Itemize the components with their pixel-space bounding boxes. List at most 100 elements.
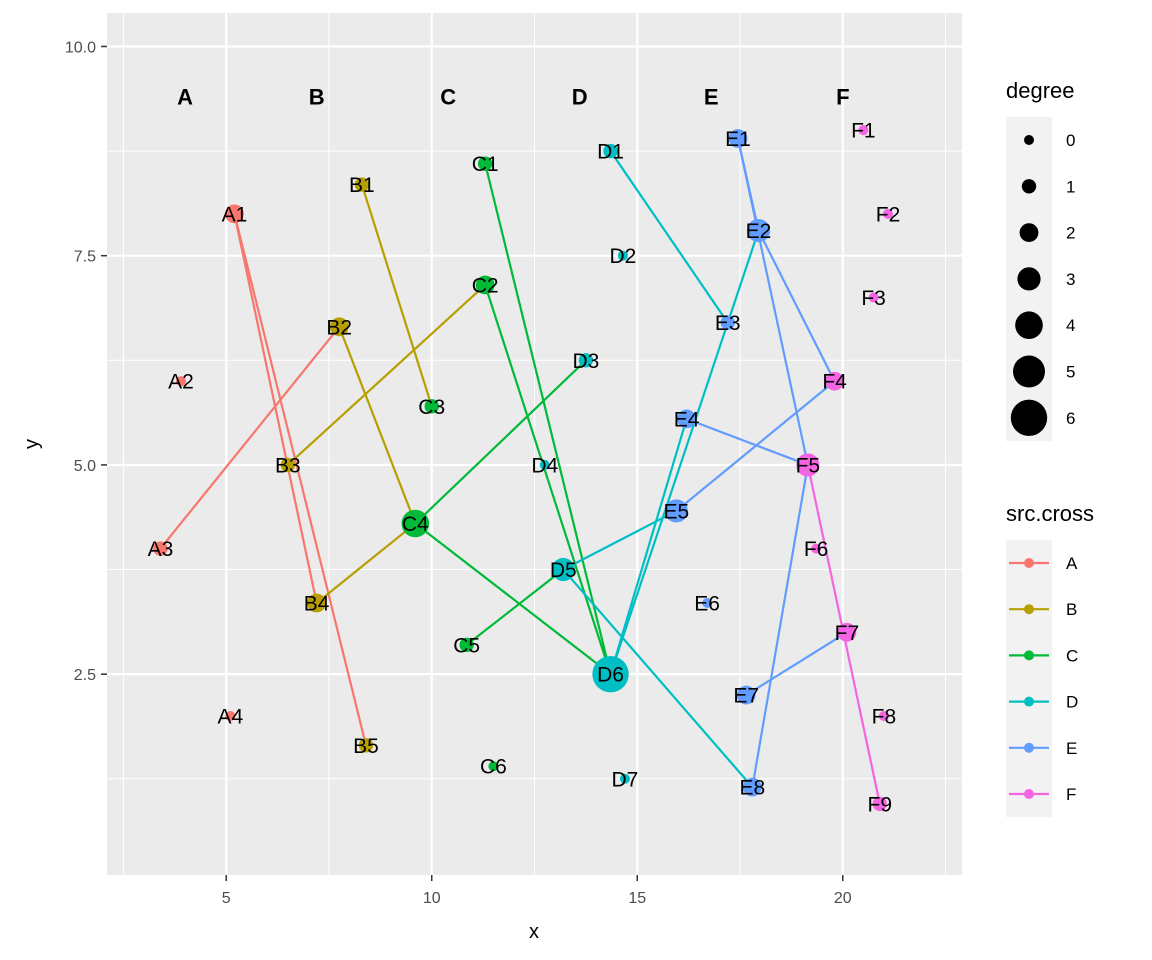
node-A4 bbox=[225, 710, 236, 721]
edge-D6-E2 bbox=[609, 230, 760, 675]
node-B2 bbox=[329, 317, 349, 337]
legend-degree-key-6 bbox=[1010, 399, 1048, 436]
node-label-D5: D5 bbox=[550, 559, 577, 582]
legend-src-cross-label-E: E bbox=[1066, 739, 1077, 758]
x-axis: 5 10 15 20 bbox=[222, 875, 852, 907]
node-B5 bbox=[358, 738, 374, 753]
legend-degree-title: degree bbox=[1006, 78, 1075, 103]
node-F9 bbox=[872, 796, 887, 812]
legend-degree-key-3 bbox=[1017, 267, 1041, 291]
legend-src-cross-label-D: D bbox=[1066, 693, 1078, 712]
node-F8 bbox=[878, 710, 889, 721]
group-label-A: A bbox=[177, 85, 193, 110]
legend-degree-key-4 bbox=[1015, 311, 1043, 340]
node-label-C1: C1 bbox=[472, 153, 499, 176]
node-B1 bbox=[354, 177, 370, 192]
node-C4 bbox=[401, 509, 430, 538]
node-label-C2: C2 bbox=[472, 274, 499, 297]
node-B4 bbox=[307, 593, 327, 613]
node-label-E3: E3 bbox=[715, 312, 741, 335]
legend-degree-label-2: 2 bbox=[1066, 224, 1075, 243]
x-axis-title: x bbox=[529, 921, 539, 943]
node-D6 bbox=[592, 655, 629, 693]
node-label-F9: F9 bbox=[868, 793, 893, 816]
y-axis-title: y bbox=[21, 439, 43, 449]
node-D3 bbox=[578, 353, 594, 368]
node-label-F6: F6 bbox=[804, 538, 829, 561]
legend-degree-label-6: 6 bbox=[1066, 409, 1075, 428]
edges-layer bbox=[159, 138, 881, 805]
legend-degree: degree 0 1 2 3 4 5 6 bbox=[1006, 78, 1075, 441]
edge-A1-B4 bbox=[233, 213, 318, 604]
node-C2 bbox=[475, 275, 495, 295]
y-axis: 2.5 5.0 7.5 10.0 bbox=[65, 39, 107, 684]
legend-degree-label-4: 4 bbox=[1066, 316, 1075, 335]
node-label-F5: F5 bbox=[796, 454, 821, 477]
legend-src-cross-key-E bbox=[1024, 742, 1034, 753]
node-label-B3: B3 bbox=[275, 454, 301, 477]
node-label-D7: D7 bbox=[612, 768, 639, 791]
group-label-B: B bbox=[309, 85, 325, 110]
node-D7 bbox=[619, 773, 630, 784]
node-D2 bbox=[617, 250, 628, 261]
legend-src-cross: src.cross A B C D E F bbox=[1006, 501, 1094, 818]
node-label-B5: B5 bbox=[353, 735, 379, 758]
node-D4 bbox=[539, 459, 550, 470]
node-F3 bbox=[868, 292, 879, 303]
legend-src-cross-label-B: B bbox=[1066, 600, 1077, 619]
edge-D1-E3 bbox=[609, 150, 729, 324]
group-label-F: F bbox=[836, 85, 849, 110]
edge-E4-F5 bbox=[686, 417, 809, 466]
node-label-C4: C4 bbox=[402, 513, 429, 536]
node-F4 bbox=[825, 371, 844, 391]
legend-degree-key-2 bbox=[1019, 223, 1039, 243]
node-label-A4: A4 bbox=[217, 705, 243, 728]
node-label-E1: E1 bbox=[725, 128, 751, 151]
node-A1 bbox=[225, 204, 244, 224]
edge-C4-D6 bbox=[414, 522, 612, 676]
node-label-D6: D6 bbox=[597, 664, 624, 687]
node-label-F7: F7 bbox=[835, 622, 860, 645]
edge-C5-D5 bbox=[465, 568, 564, 646]
node-F7 bbox=[837, 622, 857, 642]
x-tick-label: 10 bbox=[423, 890, 441, 907]
legend-src-cross-key-C bbox=[1024, 650, 1034, 661]
node-F2 bbox=[883, 208, 894, 219]
node-labels-layer: A1 A2 A3 A4 B1 B2 B3 B4 B5 C1 C2 C3 C4 C5 C6 D1 D2 D3 D4 D5… bbox=[148, 120, 901, 817]
node-label-E2: E2 bbox=[746, 220, 772, 243]
y-tick-label: 10.0 bbox=[65, 39, 96, 56]
edge-C4-D3 bbox=[414, 359, 587, 525]
node-label-A2: A2 bbox=[168, 371, 194, 394]
legend-src-cross-key-D bbox=[1024, 696, 1034, 707]
edge-B1-C3 bbox=[360, 184, 433, 407]
node-E2 bbox=[746, 218, 771, 243]
legend-src-cross-key-B bbox=[1024, 604, 1034, 615]
legend-degree-label-3: 3 bbox=[1066, 270, 1075, 289]
node-label-A3: A3 bbox=[148, 538, 174, 561]
node-label-C6: C6 bbox=[480, 756, 507, 779]
node-label-D1: D1 bbox=[597, 141, 624, 164]
node-E6 bbox=[702, 598, 713, 609]
edge-B4-C4 bbox=[315, 522, 416, 604]
edge-C1-D6 bbox=[484, 163, 612, 675]
edge-B3-C2 bbox=[287, 284, 486, 466]
x-tick-label: 5 bbox=[222, 890, 231, 907]
edge-C2-D6 bbox=[484, 284, 612, 675]
legend-src-cross-keys-bg bbox=[1006, 539, 1052, 818]
node-C3 bbox=[424, 399, 439, 414]
node-label-F2: F2 bbox=[876, 203, 901, 226]
edge-E1-F5 bbox=[736, 138, 809, 466]
edge-D5-E8 bbox=[562, 568, 754, 788]
legend-src-cross-key-A bbox=[1024, 558, 1034, 568]
node-label-E7: E7 bbox=[733, 685, 759, 708]
edge-A1-B5 bbox=[233, 213, 368, 746]
node-label-F1: F1 bbox=[851, 120, 876, 143]
edge-E5-F4 bbox=[675, 380, 836, 512]
node-E3 bbox=[720, 315, 735, 330]
x-tick-label: 20 bbox=[834, 890, 852, 907]
legend-degree-label-0: 0 bbox=[1066, 131, 1075, 150]
edge-E7-F7 bbox=[745, 631, 848, 697]
node-F5 bbox=[796, 453, 820, 477]
node-label-F4: F4 bbox=[822, 371, 847, 394]
